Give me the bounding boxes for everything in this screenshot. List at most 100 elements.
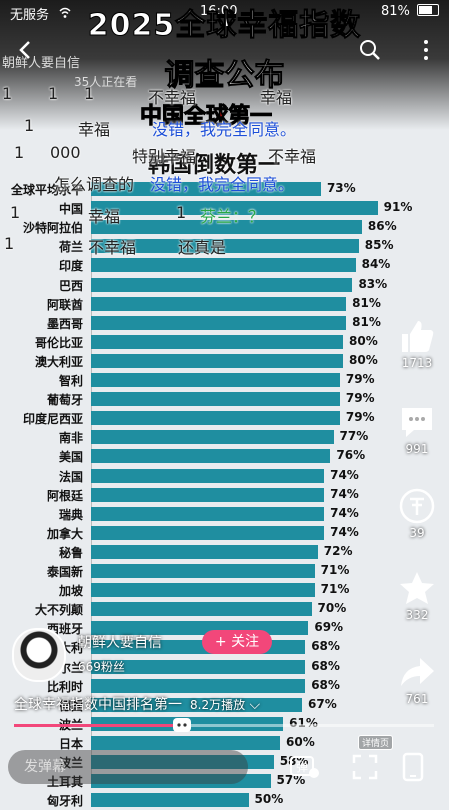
- share-count: 761: [405, 692, 429, 706]
- chevron-down-icon: ⌵: [245, 697, 261, 713]
- chart-row: 南非 77%: [0, 428, 449, 447]
- bar-category-label: 秘鲁: [58, 545, 83, 560]
- wifi-icon: [59, 7, 71, 18]
- bar-value-label: 61%: [289, 715, 318, 730]
- bar: [91, 735, 280, 750]
- bar-value-label: 76%: [336, 448, 366, 463]
- chart-row: 葡萄牙 79%: [0, 390, 449, 409]
- chart-row: 印度尼西亚 79%: [0, 409, 449, 428]
- danmaku-comment: 1: [10, 203, 21, 222]
- favorite-count: 332: [405, 608, 429, 622]
- bar: [91, 487, 325, 502]
- bar-category-label: 荷兰: [58, 240, 83, 255]
- bar-value-label: 70%: [317, 601, 347, 616]
- danmaku-toggle-label: 弹: [296, 760, 308, 774]
- star-icon: [400, 572, 434, 604]
- caption-korea-last: 韩国倒数第一: [148, 153, 281, 178]
- back-arrow-icon[interactable]: [14, 38, 38, 62]
- bar: [91, 411, 340, 426]
- bar: [91, 774, 271, 789]
- chart-row: 智利 79%: [0, 371, 449, 390]
- bar: [91, 468, 325, 483]
- bar: [91, 239, 359, 254]
- bar: [91, 602, 312, 617]
- author-name[interactable]: 朝鲜人要自信: [78, 635, 162, 651]
- danmaku-input[interactable]: 发弹幕: [8, 750, 248, 784]
- chart-row: 波兰 58%: [0, 753, 449, 772]
- video-info[interactable]: 全球幸福指数中国排名第一 8.2万播放 ⌵: [14, 694, 260, 714]
- danmaku-comment: 1: [176, 203, 187, 222]
- bar-value-label: 73%: [326, 181, 356, 195]
- danmaku-comment: 1: [48, 84, 59, 103]
- bar-value-label: 74%: [330, 486, 359, 501]
- progress-knob-icon[interactable]: [172, 715, 192, 735]
- chart-row: 瑞典 74%: [0, 505, 449, 524]
- chart-row: 日本 60%: [0, 734, 449, 753]
- bar-category-label: 葡萄牙: [46, 393, 83, 408]
- bar-category-label: 法国: [58, 469, 83, 484]
- danmaku-comment: 没错，我完全同意。: [152, 120, 297, 139]
- bar: [91, 506, 325, 521]
- fullscreen-icon[interactable]: [352, 754, 378, 780]
- danmaku-comment: 特别幸福: [132, 147, 197, 166]
- danmaku-comment: 不幸福: [148, 88, 197, 107]
- coin-button[interactable]: 39: [392, 488, 442, 540]
- bar: [91, 315, 347, 330]
- danmaku-comment: 1: [24, 116, 35, 135]
- chart-row: 土耳其 57%: [0, 772, 449, 791]
- bar: [91, 697, 303, 712]
- chart-row: 巴西 83%: [0, 276, 449, 295]
- follow-button[interactable]: + 关注: [202, 630, 272, 654]
- bar-category-label: 印度尼西亚: [22, 412, 83, 427]
- bar-category-label: 日本: [58, 736, 83, 751]
- detail-page-badge[interactable]: 详情页: [358, 735, 394, 750]
- danmaku-comment: 不幸福: [268, 147, 317, 166]
- bar-category-label: 智利: [58, 374, 83, 388]
- portrait-mode-icon[interactable]: [402, 752, 424, 782]
- like-button[interactable]: 1713: [392, 318, 442, 370]
- bottom-bar: 发弹幕 弹: [0, 740, 449, 800]
- bar: [91, 353, 343, 368]
- search-icon[interactable]: [358, 38, 382, 62]
- bar-category-label: 泰国新: [46, 565, 83, 579]
- bar: [91, 182, 321, 196]
- bar-value-label: 71%: [320, 563, 350, 577]
- caption-china-first: 中国全球第一: [139, 104, 273, 130]
- battery-status: 81%: [381, 4, 439, 19]
- bar: [91, 296, 347, 311]
- progress-bar[interactable]: [14, 718, 434, 732]
- chart-row: 哥伦比亚 80%: [0, 333, 449, 352]
- more-options-icon[interactable]: [416, 38, 436, 62]
- bar-category-label: 印度: [58, 259, 83, 274]
- coin-count: 39: [409, 526, 425, 540]
- clock: 16:00: [200, 4, 238, 19]
- danmaku-comment: 还真是: [178, 238, 227, 257]
- bar-value-label: 84%: [361, 257, 391, 272]
- avatar[interactable]: [12, 628, 66, 682]
- chart-row: 加坡 71%: [0, 581, 449, 600]
- chart-row: 美国 76%: [0, 447, 449, 466]
- bar-value-label: 81%: [352, 295, 381, 310]
- bar-category-label: 瑞典: [58, 507, 83, 522]
- comment-bubble-icon: [402, 408, 432, 437]
- danmaku-toggle-icon[interactable]: 弹: [290, 754, 320, 780]
- danmaku-comment: 1: [14, 143, 25, 162]
- bar-value-label: 68%: [311, 658, 340, 673]
- comment-button[interactable]: 991: [392, 404, 442, 456]
- bar: [91, 258, 356, 273]
- bar-value-label: 81%: [352, 314, 381, 329]
- bar-category-label: 巴西: [58, 278, 83, 293]
- bar: [91, 201, 378, 216]
- danmaku-comment: 1: [84, 84, 95, 103]
- carrier-text: 无服务: [10, 8, 50, 23]
- bar-value-label: 83%: [358, 276, 388, 291]
- bar-category-label: 波兰: [58, 756, 83, 770]
- favorite-button[interactable]: 332: [392, 570, 442, 622]
- bar-category-label: 比利时: [46, 679, 83, 694]
- bar-value-label: 68%: [311, 677, 340, 692]
- bar-category-label: 美国: [58, 450, 83, 465]
- bar-value-label: 80%: [349, 352, 378, 367]
- share-button[interactable]: 761: [392, 654, 442, 706]
- chart-row: 印度 84%: [0, 256, 449, 275]
- play-count: 8.2万播放: [190, 698, 246, 712]
